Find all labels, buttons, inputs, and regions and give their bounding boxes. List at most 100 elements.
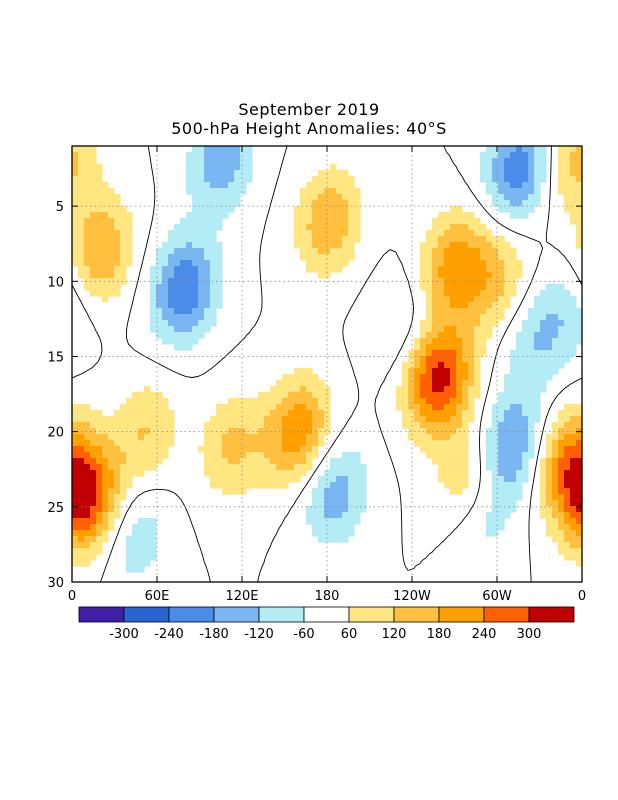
field-cell xyxy=(558,500,565,507)
field-cell xyxy=(288,416,295,423)
field-cell xyxy=(312,188,319,195)
field-cell xyxy=(162,260,169,267)
field-cell xyxy=(408,404,415,411)
field-cell xyxy=(216,188,223,195)
field-cell xyxy=(282,464,289,471)
field-cell xyxy=(162,398,169,405)
field-cell xyxy=(174,326,181,333)
field-cell xyxy=(504,482,511,489)
field-cell xyxy=(516,434,523,441)
field-cell xyxy=(336,194,343,201)
field-cell xyxy=(222,458,229,465)
field-cell xyxy=(498,170,505,177)
field-cell xyxy=(528,308,535,315)
field-cell xyxy=(468,332,475,339)
field-cell xyxy=(312,446,319,453)
field-cell xyxy=(468,224,475,231)
field-cell xyxy=(138,416,145,423)
field-cell xyxy=(162,404,169,411)
field-cell xyxy=(306,188,313,195)
field-cell xyxy=(468,212,475,219)
field-cell xyxy=(456,284,463,291)
field-cell xyxy=(228,146,235,153)
field-cell xyxy=(462,284,469,291)
field-cell xyxy=(108,206,115,213)
field-cell xyxy=(342,458,349,465)
field-cell xyxy=(432,344,439,351)
field-cell xyxy=(90,506,97,513)
field-cell xyxy=(558,290,565,297)
field-cell xyxy=(78,488,85,495)
field-cell xyxy=(78,194,85,201)
field-cell xyxy=(84,176,91,183)
field-cell xyxy=(522,476,529,483)
field-cell xyxy=(564,464,571,471)
field-cell xyxy=(294,398,301,405)
field-cell xyxy=(180,344,187,351)
field-cell xyxy=(204,464,211,471)
field-cell xyxy=(480,164,487,171)
field-cell xyxy=(162,410,169,417)
field-cell xyxy=(324,200,331,207)
field-cell xyxy=(246,152,253,159)
field-cell xyxy=(420,242,427,249)
field-cell xyxy=(126,212,133,219)
field-cell xyxy=(192,224,199,231)
field-cell xyxy=(318,224,325,231)
field-cell xyxy=(210,416,217,423)
field-cell xyxy=(492,242,499,249)
field-cell xyxy=(486,332,493,339)
field-cell xyxy=(564,452,571,459)
field-cell xyxy=(84,260,91,267)
field-cell xyxy=(516,386,523,393)
field-cell xyxy=(528,416,535,423)
field-cell xyxy=(78,422,85,429)
field-cell xyxy=(156,452,163,459)
field-cell xyxy=(150,440,157,447)
field-cell xyxy=(504,182,511,189)
field-cell xyxy=(348,506,355,513)
field-cell xyxy=(522,470,529,477)
field-cell xyxy=(492,176,499,183)
field-cell xyxy=(312,410,319,417)
field-cell xyxy=(540,350,547,357)
field-cell xyxy=(420,344,427,351)
field-cell xyxy=(576,560,582,567)
field-cell xyxy=(282,410,289,417)
field-cell xyxy=(510,266,517,273)
field-cell xyxy=(294,218,301,225)
field-cell xyxy=(534,386,541,393)
field-cell xyxy=(498,434,505,441)
field-cell xyxy=(120,266,127,273)
field-cell xyxy=(546,494,553,501)
field-cell xyxy=(180,290,187,297)
field-cell xyxy=(348,512,355,519)
field-cell xyxy=(228,182,235,189)
field-cell xyxy=(510,356,517,363)
field-cell xyxy=(186,326,193,333)
field-cell xyxy=(180,218,187,225)
field-cell xyxy=(348,242,355,249)
field-cell xyxy=(204,152,211,159)
field-cell xyxy=(252,428,259,435)
field-cell xyxy=(516,272,523,279)
field-cell xyxy=(534,374,541,381)
field-cell xyxy=(318,176,325,183)
field-cell xyxy=(504,296,511,303)
field-cell xyxy=(456,242,463,249)
field-cell xyxy=(546,524,553,531)
field-cell xyxy=(576,464,582,471)
field-cell xyxy=(498,248,505,255)
field-cell xyxy=(342,500,349,507)
field-cell xyxy=(450,302,457,309)
field-cell xyxy=(438,476,445,483)
field-cell xyxy=(498,476,505,483)
field-cell xyxy=(486,176,493,183)
field-cell xyxy=(456,266,463,273)
field-cell xyxy=(192,158,199,165)
field-cell xyxy=(342,512,349,519)
field-cell xyxy=(528,446,535,453)
field-cell xyxy=(432,398,439,405)
